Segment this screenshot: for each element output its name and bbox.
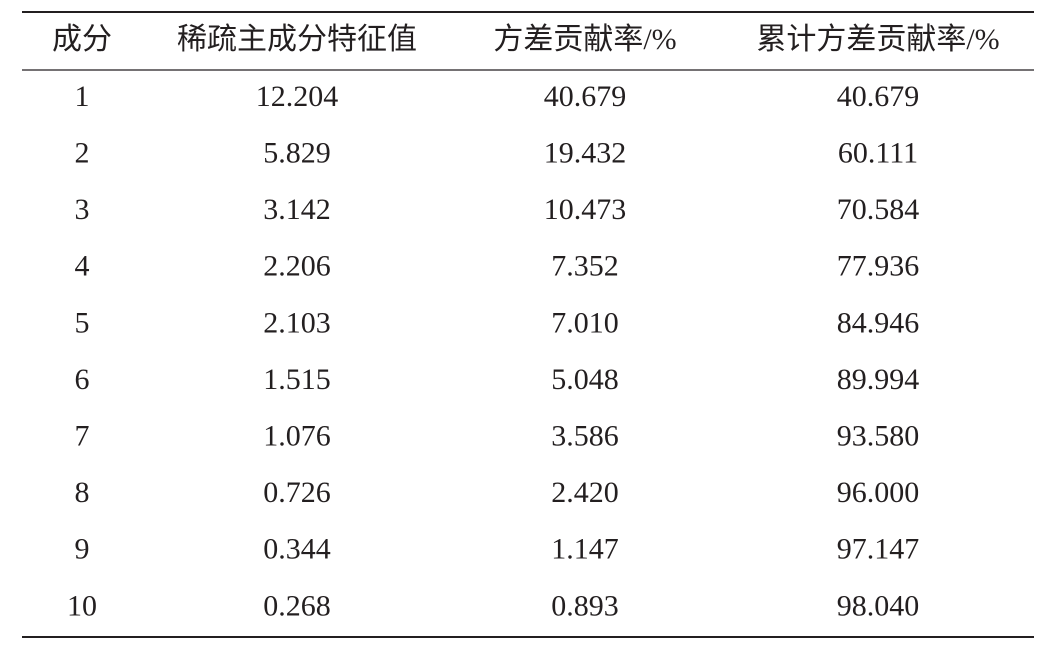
cell: 1.515 xyxy=(263,363,331,396)
cell: 19.432 xyxy=(544,136,627,169)
cell: 9 xyxy=(75,533,90,566)
cell: 2.103 xyxy=(263,306,331,339)
cell: 7.010 xyxy=(551,306,619,339)
cell: 1 xyxy=(75,80,90,113)
cell: 0.344 xyxy=(263,533,331,566)
cell: 97.147 xyxy=(837,533,920,566)
cell: 89.994 xyxy=(837,363,920,396)
cell: 7.352 xyxy=(551,250,619,283)
cell: 40.679 xyxy=(837,80,920,113)
cell: 96.000 xyxy=(837,476,920,509)
cell: 1.147 xyxy=(551,533,619,566)
header-cell: 方差贡献率/% xyxy=(493,23,676,56)
cell: 5 xyxy=(75,306,90,339)
cell: 70.584 xyxy=(837,193,920,226)
cell: 5.048 xyxy=(551,363,619,396)
cell: 5.829 xyxy=(263,136,331,169)
cell: 0.893 xyxy=(551,589,619,622)
cell: 93.580 xyxy=(837,419,920,452)
header-cell: 稀疏主成分特征值 xyxy=(177,23,417,56)
cell: 8 xyxy=(75,476,90,509)
cell: 3.142 xyxy=(263,193,331,226)
cell: 7 xyxy=(75,419,90,452)
cell: 60.111 xyxy=(838,136,918,169)
cell: 40.679 xyxy=(544,80,627,113)
cell: 3 xyxy=(75,193,90,226)
cell: 6 xyxy=(75,363,90,396)
cell: 3.586 xyxy=(551,419,619,452)
cell: 84.946 xyxy=(837,306,920,339)
cell: 4 xyxy=(75,250,90,283)
cell: 1.076 xyxy=(263,419,331,452)
cell: 0.726 xyxy=(263,476,331,509)
header-cell: 成分 xyxy=(52,23,112,56)
cell: 98.040 xyxy=(837,589,920,622)
cell: 12.204 xyxy=(256,80,339,113)
cell: 0.268 xyxy=(263,589,331,622)
cell: 2.420 xyxy=(551,476,619,509)
cell: 2.206 xyxy=(263,250,331,283)
cell: 10 xyxy=(67,589,97,622)
header-cell: 累计方差贡献率/% xyxy=(756,23,999,56)
cell: 2 xyxy=(75,136,90,169)
cell: 77.936 xyxy=(837,250,920,283)
cell: 10.473 xyxy=(544,193,627,226)
